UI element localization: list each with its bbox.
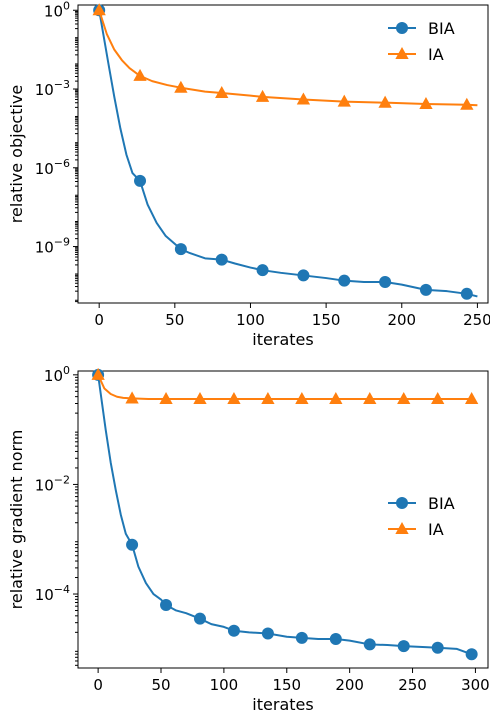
x-tick-label: 300 bbox=[461, 676, 490, 694]
data-point-ia bbox=[363, 391, 377, 404]
y-tick-label: 10−3 bbox=[35, 78, 70, 99]
legend-label-ia: IA bbox=[428, 45, 444, 64]
legend-label-ia: IA bbox=[428, 520, 444, 539]
data-point-ia bbox=[378, 95, 392, 108]
data-point-bia bbox=[329, 632, 342, 645]
data-point-ia bbox=[397, 391, 411, 404]
y-tick-label: 10−4 bbox=[35, 583, 70, 604]
plot-frame bbox=[77, 370, 489, 669]
data-point-bia bbox=[134, 174, 147, 187]
x-axis-label: iterates bbox=[252, 695, 313, 714]
legend-marker-bia bbox=[396, 22, 408, 34]
data-point-ia bbox=[133, 68, 147, 81]
legend-label-bia: BIA bbox=[428, 494, 455, 513]
data-point-bia bbox=[460, 287, 473, 300]
data-point-bia bbox=[338, 274, 351, 287]
series-line-bia bbox=[97, 374, 472, 656]
x-axis-label: iterates bbox=[252, 330, 313, 349]
plot-frame bbox=[77, 4, 489, 304]
data-point-bia bbox=[126, 538, 139, 551]
x-tick-label: 250 bbox=[463, 311, 490, 329]
x-tick-label: 200 bbox=[387, 311, 416, 329]
data-point-ia bbox=[337, 94, 351, 107]
data-point-bia bbox=[465, 648, 478, 661]
y-tick-label: 10−2 bbox=[35, 473, 70, 494]
data-point-ia bbox=[159, 391, 173, 404]
x-tick-label: 100 bbox=[210, 676, 239, 694]
legend: BIA IA bbox=[388, 19, 455, 64]
legend-label-bia: BIA bbox=[428, 19, 455, 38]
data-point-bia bbox=[174, 243, 187, 256]
data-point-ia bbox=[465, 391, 479, 404]
y-tick-label: 10−9 bbox=[35, 236, 70, 257]
data-point-ia bbox=[215, 85, 229, 98]
x-tick-label: 200 bbox=[335, 676, 364, 694]
x-tick-label: 150 bbox=[312, 311, 341, 329]
legend: BIA IA bbox=[388, 494, 455, 539]
data-point-ia bbox=[261, 391, 275, 404]
data-point-ia bbox=[227, 391, 241, 404]
data-point-bia bbox=[160, 598, 173, 611]
data-point-ia bbox=[255, 89, 270, 102]
data-point-ia bbox=[431, 391, 445, 404]
legend-marker-ia bbox=[395, 522, 409, 535]
data-point-bia bbox=[297, 269, 310, 282]
bottom-chart-relative-gradient-norm: 0 50 100 150 200 250 300 100 10−2 10−4 iterates rel… bbox=[7, 364, 490, 714]
data-point-bia bbox=[419, 283, 432, 296]
x-tick-label: 150 bbox=[272, 676, 301, 694]
y-axis-label: relative gradient norm bbox=[7, 430, 26, 610]
x-tick-label: 100 bbox=[236, 311, 265, 329]
top-chart-relative-objective: 0 50 100 150 200 250 100 10−3 10−6 10−9 iterates re… bbox=[7, 0, 490, 349]
data-point-bia bbox=[256, 264, 269, 277]
data-point-bia bbox=[431, 641, 444, 654]
y-axis-label: relative objective bbox=[7, 85, 26, 224]
legend-marker-ia bbox=[395, 47, 409, 60]
x-tick-label: 0 bbox=[94, 311, 104, 329]
data-point-ia bbox=[174, 80, 188, 93]
data-point-bia bbox=[193, 612, 206, 625]
y-tick-label: 100 bbox=[44, 0, 70, 20]
data-point-ia bbox=[295, 391, 309, 404]
data-point-bia bbox=[379, 275, 392, 288]
data-point-ia bbox=[193, 391, 207, 404]
data-point-bia bbox=[261, 627, 274, 640]
data-point-ia bbox=[460, 97, 474, 110]
x-tick-label: 0 bbox=[93, 676, 103, 694]
data-point-bia bbox=[363, 638, 376, 651]
data-point-ia bbox=[125, 391, 139, 404]
legend-marker-bia bbox=[396, 497, 408, 509]
data-point-bia bbox=[397, 640, 410, 653]
data-point-bia bbox=[215, 253, 228, 266]
data-point-ia bbox=[329, 391, 343, 404]
data-point-ia bbox=[92, 3, 106, 16]
x-tick-label: 250 bbox=[398, 676, 427, 694]
x-tick-label: 50 bbox=[165, 311, 184, 329]
data-point-ia bbox=[419, 96, 433, 110]
data-point-ia bbox=[91, 367, 105, 380]
x-tick-label: 50 bbox=[151, 676, 170, 694]
y-tick-label: 100 bbox=[44, 364, 70, 385]
data-point-ia bbox=[296, 92, 311, 105]
data-point-bia bbox=[295, 631, 308, 644]
data-point-bia bbox=[227, 624, 240, 637]
y-tick-label: 10−6 bbox=[35, 157, 70, 178]
